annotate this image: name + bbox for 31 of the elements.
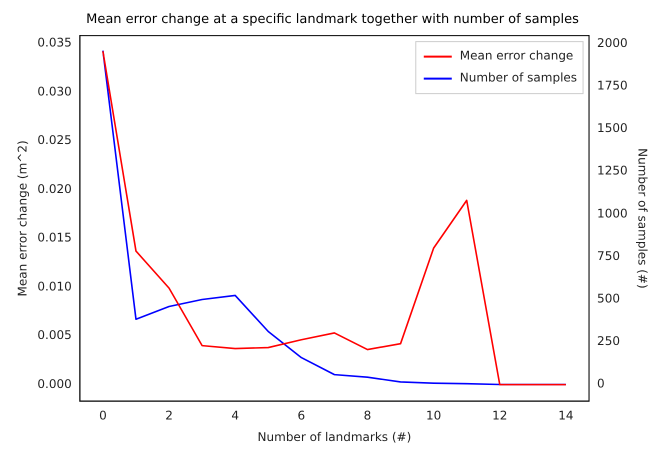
x-tick-label: 0: [99, 408, 107, 423]
chart-title: Mean error change at a specific landmark together with number of samples: [86, 12, 580, 28]
x-tick-label: 12: [492, 408, 508, 423]
y2-tick-label: 750: [597, 248, 620, 263]
y-tick-label: 0.010: [37, 279, 72, 294]
y-tick-label: 0.030: [37, 84, 72, 98]
y-tick-label: 0.005: [37, 328, 72, 342]
y-tick-label: 0.015: [37, 230, 72, 245]
x-tick-label: 8: [364, 408, 372, 423]
y-axis-title: Mean error change (m^2): [15, 140, 30, 296]
y2-tick-label: 1000: [597, 206, 628, 220]
x-tick-label: 2: [165, 408, 173, 423]
y2-tick-label: 500: [597, 291, 620, 306]
x-axis-title: Number of landmarks (#): [258, 430, 412, 444]
x-tick-label: 14: [558, 408, 574, 423]
x-tick-label: 6: [298, 408, 306, 423]
y2-tick-label: 250: [597, 334, 620, 348]
y-tick-label: 0.020: [37, 182, 72, 196]
y2-tick-label: 1500: [597, 121, 628, 136]
y2-tick-label: 0: [597, 376, 605, 391]
x-tick-label: 10: [426, 408, 442, 423]
y2-tick-label: 1250: [597, 164, 628, 178]
y-tick-label: 0.000: [37, 376, 72, 391]
legend-label: Mean error change: [460, 48, 574, 63]
y-tick-label: 0.035: [37, 36, 72, 50]
y2-tick-label: 1750: [597, 78, 628, 92]
legend-label: Number of samples: [460, 70, 578, 85]
x-tick-label: 4: [231, 408, 240, 423]
y2-tick-label: 2000: [597, 36, 628, 50]
y2-axis-title: Number of samples (#): [636, 148, 650, 289]
y-tick-label: 0.025: [37, 133, 72, 148]
